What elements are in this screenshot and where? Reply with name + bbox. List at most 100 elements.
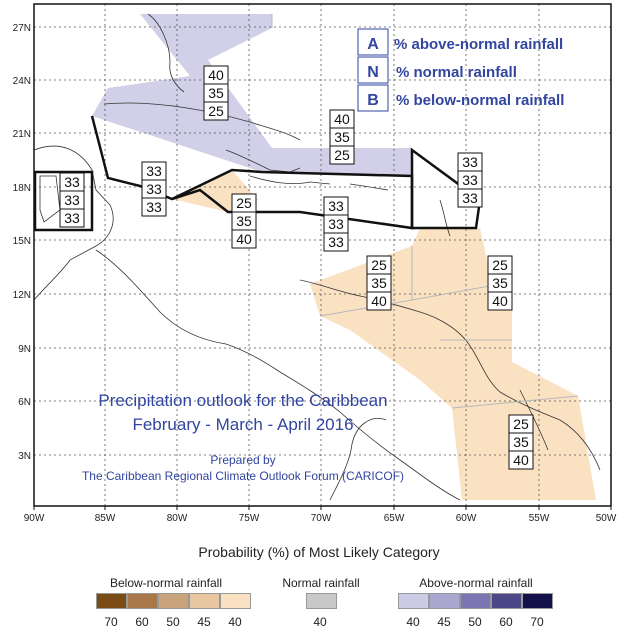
probability-box: 25 35 40 [231, 193, 257, 249]
key-text-normal: % normal rainfall [396, 64, 517, 81]
legend-value: 60 [135, 615, 149, 629]
legend-above-swatches [398, 593, 553, 609]
map-title-line2: February - March - April 2016 [132, 415, 353, 434]
swatch-above-50 [460, 593, 491, 609]
lat-label: 18N [13, 183, 31, 194]
legend: Probability (%) of Most Likely Category … [0, 530, 638, 632]
probability-box: 40 35 25 [203, 65, 229, 121]
legend-value: 40 [228, 615, 242, 629]
lon-label: 55W [529, 513, 550, 524]
lat-label: 15N [13, 236, 31, 247]
lon-label: 70W [311, 513, 332, 524]
prob-normal: 35 [334, 129, 350, 145]
prob-above: 33 [462, 154, 478, 170]
prob-below: 25 [208, 103, 224, 119]
legend-below-swatches [96, 593, 251, 609]
axis-ticks [33, 506, 612, 510]
legend-value: 45 [437, 615, 451, 629]
legend-value: 60 [499, 615, 513, 629]
legend-below-title: Below-normal rainfall [109, 576, 223, 590]
probability-box: 33 33 33 [457, 152, 483, 208]
map-frame [33, 3, 612, 507]
swatch-below-45 [189, 593, 220, 609]
legend-title: Probability (%) of Most Likely Category [198, 544, 440, 560]
legend-value: 70 [530, 615, 544, 629]
prob-above: 33 [146, 163, 162, 179]
key-letter-normal: N [367, 64, 379, 81]
lat-label: 27N [13, 23, 31, 34]
probability-box: 25 35 40 [508, 414, 534, 470]
legend-value: 50 [468, 615, 482, 629]
prob-above: 25 [236, 195, 252, 211]
prob-normal: 35 [208, 85, 224, 101]
lat-label: 6N [18, 397, 31, 408]
prob-above: 33 [328, 198, 344, 214]
key-letter-below: B [367, 92, 379, 109]
legend-normal-swatches [306, 593, 337, 609]
map-title-line1: Precipitation outlook for the Caribbean [98, 391, 387, 410]
swatch-above-45 [429, 593, 460, 609]
lon-label: 60W [456, 513, 477, 524]
legend-value: 45 [197, 615, 211, 629]
region-dividers [271, 14, 579, 409]
probability-box: 33 33 33 [323, 196, 349, 252]
probability-box: 33 33 33 [59, 172, 85, 228]
swatch-above-40 [398, 593, 429, 609]
probability-box: 33 33 33 [141, 161, 167, 217]
prob-above: 25 [492, 257, 508, 273]
prob-below: 40 [371, 293, 387, 309]
prob-above: 25 [513, 416, 529, 432]
probability-box: 25 35 40 [366, 255, 392, 311]
lon-label: 85W [95, 513, 116, 524]
key-text-above: % above-normal rainfall [394, 36, 563, 53]
prob-above: 25 [371, 257, 387, 273]
abn-key: A N B % above-normal rainfall % normal r… [357, 28, 564, 112]
swatch-above-60 [491, 593, 522, 609]
lat-label: 12N [13, 290, 31, 301]
prob-above: 40 [208, 67, 224, 83]
precipitation-map: 27N 24N 21N 18N 15N 12N 9N 6N 3N 90W 85W… [13, 3, 617, 524]
lat-label: 3N [18, 451, 31, 462]
prob-above: 33 [64, 174, 80, 190]
prob-below: 40 [513, 452, 529, 468]
prob-below: 25 [334, 147, 350, 163]
prob-normal: 33 [462, 172, 478, 188]
key-letter-above: A [367, 36, 379, 53]
zone-outlines [33, 115, 482, 232]
legend-value: 40 [313, 615, 327, 629]
prob-below: 33 [64, 210, 80, 226]
swatch-normal-40 [306, 593, 337, 609]
swatch-below-60 [127, 593, 158, 609]
prepared-org: The Caribbean Regional Climate Outlook F… [82, 469, 404, 483]
graticule [34, 4, 611, 506]
lat-label: 21N [13, 129, 31, 140]
prob-normal: 35 [371, 275, 387, 291]
legend-value: 70 [104, 615, 118, 629]
swatch-below-50 [158, 593, 189, 609]
lat-label: 24N [13, 76, 31, 87]
prob-below: 33 [146, 199, 162, 215]
above-normal-region [92, 14, 412, 177]
prob-below: 40 [492, 293, 508, 309]
lat-label: 9N [18, 344, 31, 355]
legend-above-title: Above-normal rainfall [419, 576, 533, 590]
prepared-by: Prepared by [210, 453, 275, 467]
probability-box: 40 35 25 [329, 109, 355, 165]
lon-label: 90W [24, 513, 45, 524]
prob-below: 33 [462, 190, 478, 206]
legend-normal-title: Normal rainfall [282, 576, 360, 590]
prob-above: 40 [334, 111, 350, 127]
swatch-below-70 [96, 593, 127, 609]
legend-value: 40 [406, 615, 420, 629]
swatch-above-70 [522, 593, 553, 609]
prob-normal: 35 [492, 275, 508, 291]
prob-normal: 35 [513, 434, 529, 450]
key-text-below: % below-normal rainfall [396, 92, 564, 109]
lon-label: 65W [384, 513, 405, 524]
lon-label: 80W [167, 513, 188, 524]
prob-below: 40 [236, 231, 252, 247]
prob-normal: 33 [328, 216, 344, 232]
lon-label: 75W [239, 513, 260, 524]
prob-normal: 33 [146, 181, 162, 197]
probability-box: 25 35 40 [487, 255, 513, 311]
